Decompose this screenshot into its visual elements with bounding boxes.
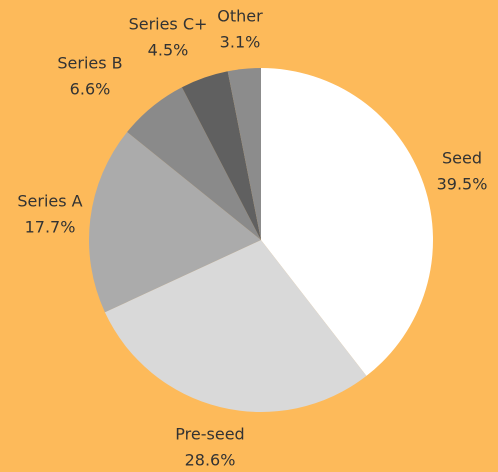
slice-value-label: 39.5% — [437, 175, 488, 194]
pie-slice — [127, 87, 261, 240]
slice-value-label: 4.5% — [148, 41, 189, 60]
slice-value-label: 3.1% — [220, 33, 261, 52]
slice-value-label: 28.6% — [185, 451, 236, 470]
slice-label: Series B — [57, 54, 122, 73]
slice-label: Seed — [442, 149, 482, 168]
slice-label: Series C+ — [129, 15, 208, 34]
slice-label: Series A — [17, 192, 82, 211]
slice-label: Pre-seed — [175, 425, 244, 444]
slice-value-label: 17.7% — [25, 218, 76, 237]
slice-value-label: 6.6% — [70, 80, 111, 99]
pie-slice — [181, 71, 261, 240]
pie-slice — [261, 68, 434, 376]
pie-slice — [227, 68, 261, 240]
pie-slice — [104, 240, 367, 412]
slice-label: Other — [217, 7, 263, 26]
pie-slice — [89, 132, 261, 313]
